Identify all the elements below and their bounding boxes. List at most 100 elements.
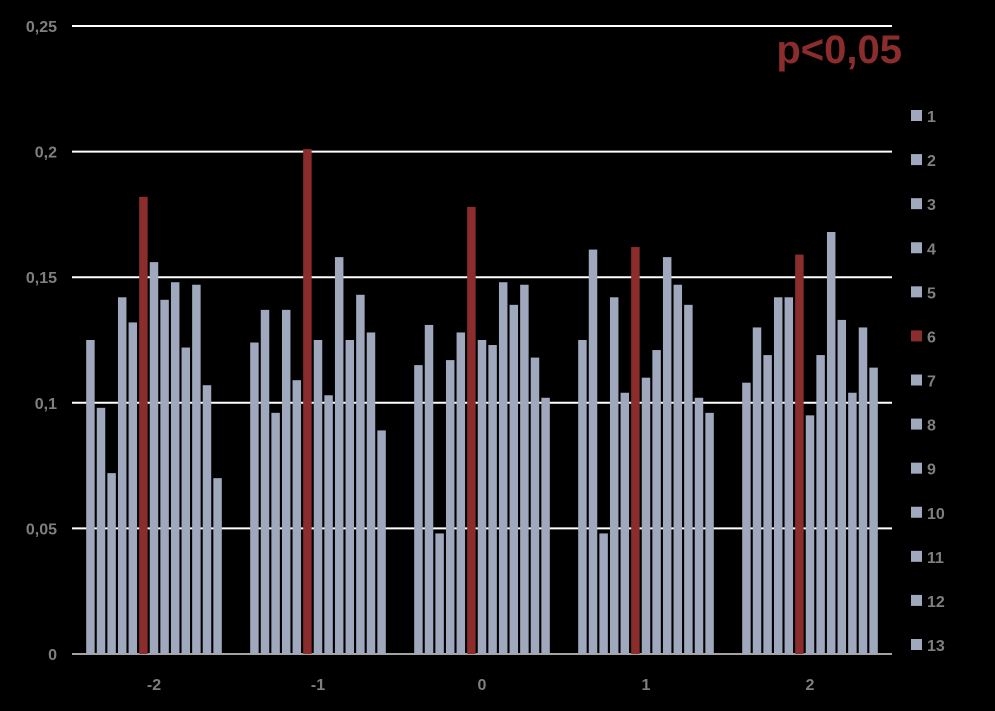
bar-series-2-cat--1	[260, 309, 270, 654]
bar-series-8-cat--1	[324, 395, 333, 654]
legend-label-13: 13	[927, 638, 945, 655]
bar-series-7-cat-2	[805, 415, 815, 654]
bar-series-5-cat-0	[456, 332, 466, 654]
bar-series-5-cat--1	[292, 380, 302, 654]
bar-series-4-cat-1	[609, 297, 619, 654]
bar-series-5-cat--2	[128, 322, 138, 654]
legend-swatch-2	[911, 154, 922, 166]
bar-series-1-cat-0	[414, 365, 423, 654]
bar-series-7-cat-0	[477, 340, 487, 654]
bar-series-9-cat--2	[170, 282, 180, 654]
x-axis: -2 -1 0 1 2	[147, 677, 815, 694]
legend-swatch-10	[911, 506, 922, 518]
legend-label-9: 9	[927, 462, 936, 479]
y-axis: 0 0,05 0,1 0,15 0,2 0,25	[26, 19, 57, 664]
legend-swatch-6	[911, 330, 922, 342]
y-tick-label: 0	[48, 647, 57, 664]
x-tick-label: -2	[147, 677, 161, 694]
bar-series-9-cat-1	[662, 257, 672, 654]
bar-series-6-cat-0	[467, 206, 476, 654]
bar-series-8-cat-0	[488, 345, 497, 654]
bar-series-3-cat--1	[271, 412, 280, 654]
bar-series-3-cat--2	[107, 473, 116, 654]
bars	[86, 149, 878, 655]
bar-series-12-cat-0	[530, 357, 540, 654]
bar-series-7-cat--2	[149, 262, 159, 654]
bar-series-1-cat-1	[578, 340, 587, 654]
legend-label-12: 12	[927, 594, 945, 611]
bar-series-2-cat-0	[424, 324, 434, 654]
bar-series-13-cat--2	[213, 478, 222, 654]
bar-series-4-cat--2	[117, 297, 127, 654]
significance-annotation: p<0,05	[776, 28, 902, 72]
y-tick-label: 0,2	[35, 145, 57, 162]
bar-series-13-cat-2	[869, 367, 878, 654]
bar-series-9-cat--1	[334, 257, 344, 654]
legend-swatch-7	[911, 374, 922, 386]
bar-series-11-cat-1	[684, 304, 693, 654]
bar-series-1-cat--1	[250, 342, 259, 654]
bar-series-2-cat-1	[588, 249, 598, 654]
y-tick-label: 0,25	[26, 19, 57, 36]
bar-series-11-cat--1	[356, 294, 365, 654]
bar-series-12-cat-1	[694, 397, 704, 654]
bar-series-4-cat--1	[281, 309, 291, 654]
bar-series-7-cat--1	[313, 340, 323, 654]
bar-series-1-cat--2	[86, 340, 95, 654]
bar-series-11-cat-0	[520, 284, 529, 654]
bar-series-9-cat-2	[826, 231, 836, 654]
y-tick-label: 0,05	[26, 521, 57, 538]
bar-series-10-cat--2	[181, 347, 191, 654]
bar-series-6-cat-1	[631, 247, 640, 654]
bar-series-10-cat-2	[837, 319, 847, 654]
legend-swatch-1	[911, 110, 922, 121]
bar-series-3-cat-2	[763, 355, 772, 654]
legend-label-4: 4	[927, 241, 936, 258]
legend-label-11: 11	[927, 550, 944, 567]
legend-label-7: 7	[927, 374, 936, 391]
bar-series-13-cat-0	[541, 397, 550, 654]
legend-swatch-4	[911, 242, 922, 254]
legend-swatch-5	[911, 286, 922, 298]
bar-series-3-cat-1	[599, 533, 608, 654]
bar-series-12-cat--2	[202, 385, 212, 654]
legend-label-2: 2	[927, 153, 936, 170]
x-tick-label: 0	[478, 677, 487, 694]
bar-series-4-cat-2	[773, 297, 783, 654]
legend-swatch-9	[911, 462, 922, 474]
bar-series-11-cat-2	[848, 392, 857, 654]
bar-series-12-cat--1	[366, 332, 376, 654]
bar-series-2-cat-2	[752, 327, 762, 654]
legend-swatch-3	[911, 198, 922, 210]
legend-swatch-13	[911, 639, 922, 650]
bar-series-6-cat--2	[139, 196, 148, 655]
legend-label-1: 1	[927, 109, 936, 126]
bar-series-2-cat--2	[96, 407, 106, 654]
bar-series-6-cat--1	[303, 149, 312, 654]
bar-series-3-cat-0	[435, 533, 444, 654]
bar-series-10-cat-0	[509, 304, 519, 654]
bar-series-8-cat-1	[652, 350, 661, 654]
x-tick-label: 2	[806, 677, 815, 694]
legend-label-6: 6	[927, 329, 936, 346]
bar-series-5-cat-2	[784, 297, 794, 654]
x-tick-label: 1	[642, 677, 651, 694]
bar-series-7-cat-1	[641, 377, 651, 654]
legend-label-3: 3	[927, 197, 936, 214]
bar-series-11-cat--2	[192, 284, 201, 654]
bar-series-13-cat--1	[377, 430, 386, 654]
legend-swatch-12	[911, 594, 922, 606]
bar-series-10-cat--1	[345, 340, 355, 654]
legend-label-10: 10	[927, 506, 945, 523]
bar-series-13-cat-1	[705, 412, 714, 654]
legend-swatch-8	[911, 418, 922, 430]
legend-label-5: 5	[927, 285, 936, 302]
y-tick-label: 0,1	[35, 396, 57, 413]
bar-series-4-cat-0	[445, 360, 455, 654]
bar-series-10-cat-1	[673, 284, 683, 654]
bar-series-9-cat-0	[498, 282, 508, 654]
y-tick-label: 0,15	[26, 270, 57, 287]
bar-series-8-cat--2	[160, 299, 169, 654]
